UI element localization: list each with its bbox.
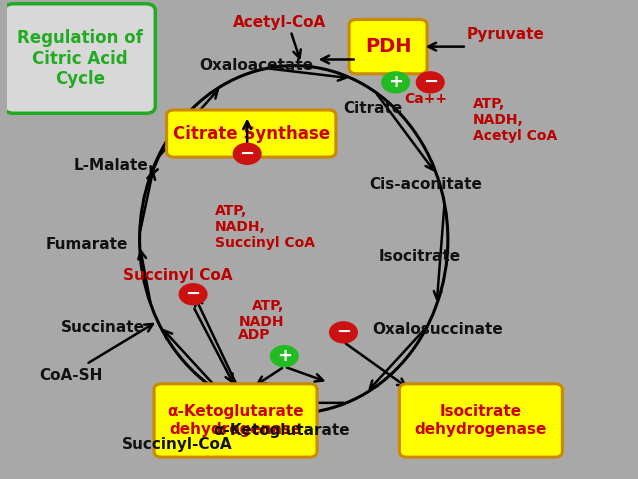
FancyBboxPatch shape xyxy=(154,384,317,457)
Text: Isocitrate: Isocitrate xyxy=(379,249,461,263)
Text: Isocitrate
dehydrogenase: Isocitrate dehydrogenase xyxy=(415,404,547,437)
Text: Acetyl-CoA: Acetyl-CoA xyxy=(233,15,326,30)
Circle shape xyxy=(179,284,207,305)
Text: −: − xyxy=(336,323,351,342)
FancyBboxPatch shape xyxy=(4,4,155,114)
Text: Cis-aconitate: Cis-aconitate xyxy=(369,177,482,192)
Text: PDH: PDH xyxy=(365,37,412,56)
Text: Regulation of
Citric Acid
Cycle: Regulation of Citric Acid Cycle xyxy=(17,29,143,88)
Circle shape xyxy=(382,72,410,93)
Circle shape xyxy=(330,322,357,343)
FancyBboxPatch shape xyxy=(399,384,562,457)
Text: −: − xyxy=(186,285,200,303)
Circle shape xyxy=(417,72,444,93)
Text: CoA-SH: CoA-SH xyxy=(39,368,102,383)
Text: Succinate: Succinate xyxy=(61,320,145,335)
Text: −: − xyxy=(240,145,255,163)
Text: ATP,
NADH,
Acetyl CoA: ATP, NADH, Acetyl CoA xyxy=(473,97,557,143)
Text: α-Ketoglutarate: α-Ketoglutarate xyxy=(213,423,350,438)
Text: L-Malate: L-Malate xyxy=(73,158,148,173)
Text: ATP,
NADH: ATP, NADH xyxy=(239,299,285,329)
FancyBboxPatch shape xyxy=(167,110,336,157)
Text: Ca++: Ca++ xyxy=(404,92,447,106)
Text: +: + xyxy=(277,347,292,365)
Text: Oxaloacetate: Oxaloacetate xyxy=(199,58,313,73)
Text: Succinyl CoA: Succinyl CoA xyxy=(122,268,232,283)
Circle shape xyxy=(234,143,261,164)
Text: +: + xyxy=(388,73,403,91)
Text: −: − xyxy=(423,73,438,91)
Text: Pyruvate: Pyruvate xyxy=(467,27,545,42)
Circle shape xyxy=(271,346,298,366)
Text: Citrate Synthase: Citrate Synthase xyxy=(173,125,330,143)
Text: Oxalosuccinate: Oxalosuccinate xyxy=(373,322,503,338)
Text: Succinyl-CoA: Succinyl-CoA xyxy=(122,437,233,452)
Text: ADP: ADP xyxy=(238,328,271,342)
FancyBboxPatch shape xyxy=(349,20,427,74)
Text: ATP,
NADH,
Succinyl CoA: ATP, NADH, Succinyl CoA xyxy=(215,204,315,250)
Text: α-Ketoglutarate
dehydrogenase: α-Ketoglutarate dehydrogenase xyxy=(167,404,304,437)
Text: Citrate: Citrate xyxy=(343,101,402,116)
Text: Fumarate: Fumarate xyxy=(45,237,128,252)
